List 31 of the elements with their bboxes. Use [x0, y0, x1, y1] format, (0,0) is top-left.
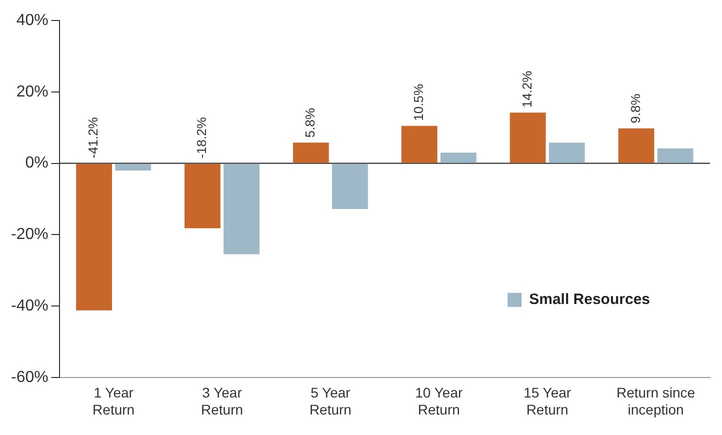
data-label: 5.8%	[302, 108, 318, 138]
bar	[510, 112, 546, 163]
y-tick-label: 20%	[16, 83, 48, 100]
y-tick-label: -20%	[10, 226, 48, 244]
x-tick-label: Return since inception	[616, 384, 696, 418]
bar	[548, 142, 585, 163]
data-label: -18.2%	[194, 116, 210, 158]
x-tick-label: 5 Year Return	[309, 384, 352, 418]
y-tick-label: 0%	[25, 154, 48, 172]
bar	[440, 152, 476, 163]
bar	[657, 148, 694, 163]
data-label: 14.2%	[519, 70, 534, 108]
data-label: 10.5%	[410, 84, 426, 121]
data-label: 9.8%	[628, 93, 643, 124]
x-tick-label: 1 Year Return	[92, 384, 135, 418]
bar	[401, 126, 438, 163]
bar	[184, 164, 220, 228]
y-tick-label: -60%	[10, 368, 48, 386]
data-label: -41.2%	[86, 116, 101, 158]
bar	[115, 164, 152, 170]
legend-label: Small Resources	[529, 291, 650, 308]
x-tick-label: 10 Year Return	[415, 384, 463, 418]
y-tick-label: 40%	[16, 12, 48, 30]
bar	[332, 164, 368, 209]
bar	[292, 142, 329, 163]
x-tick-label: 3 Year Return	[201, 384, 244, 418]
bar	[618, 128, 654, 163]
bar	[224, 164, 260, 254]
y-tick-label: -40%	[10, 297, 48, 314]
x-tick-label: 15 Year Return	[524, 384, 572, 418]
bar	[76, 164, 112, 310]
